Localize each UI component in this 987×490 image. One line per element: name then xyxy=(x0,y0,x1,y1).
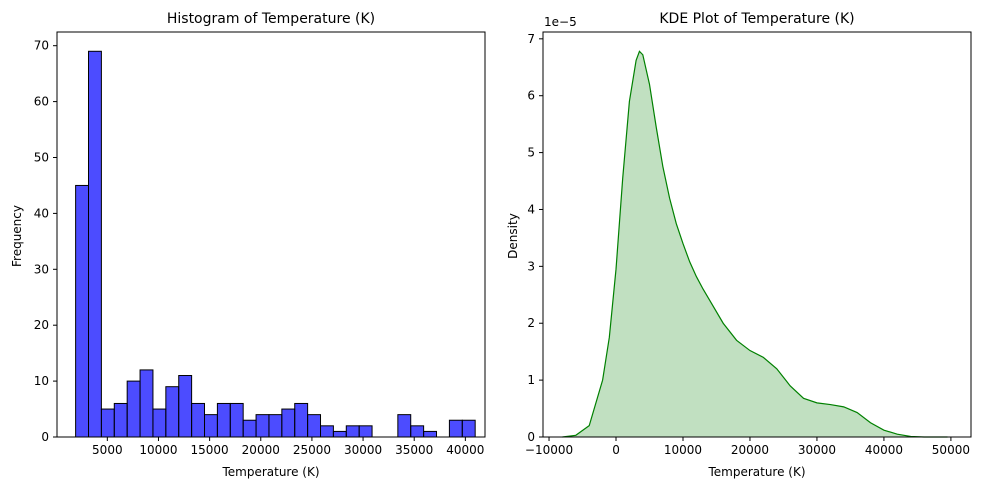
kde-y-offset-label: 1e−5 xyxy=(544,15,577,29)
histogram-x-tick-label: 20000 xyxy=(242,443,280,457)
histogram-bar xyxy=(345,425,360,438)
kde-y-tick-label: 5 xyxy=(527,146,535,160)
histogram-x-tick-label: 15000 xyxy=(191,443,229,457)
histogram-bar xyxy=(242,419,257,438)
histogram-bar xyxy=(191,402,206,438)
kde-y-tick-label: 2 xyxy=(527,316,535,330)
histogram-y-tick-label: 30 xyxy=(34,262,49,276)
histogram-bar xyxy=(75,184,90,438)
kde-y-tick-label: 4 xyxy=(527,202,535,216)
histogram-bar xyxy=(139,369,154,438)
histogram-y-tick-label: 20 xyxy=(34,318,49,332)
kde-y-tick-label: 3 xyxy=(527,259,535,273)
histogram-x-tick-label: 40000 xyxy=(446,443,484,457)
histogram-y-tick-label: 70 xyxy=(34,39,49,53)
histogram-bar xyxy=(397,414,412,438)
histogram-bars xyxy=(75,50,476,438)
histogram-bar xyxy=(332,430,347,438)
histogram-panel: Histogram of Temperature (K) Frequency T… xyxy=(10,11,486,479)
histogram-bar xyxy=(281,408,296,438)
histogram-bar xyxy=(320,425,334,438)
kde-y-tick-label: 0 xyxy=(527,430,535,444)
histogram-bar xyxy=(113,402,128,438)
kde-y-tick-label: 7 xyxy=(527,32,535,46)
histogram-bar xyxy=(410,425,425,438)
histogram-bar xyxy=(152,408,167,438)
histogram-bar xyxy=(165,386,180,438)
histogram-y-label: Frequency xyxy=(10,205,24,267)
histogram-x-tick-label: 10000 xyxy=(139,443,177,457)
histogram-y-tick-label: 40 xyxy=(34,206,49,220)
histogram-bar xyxy=(216,402,231,438)
histogram-bar xyxy=(100,408,115,438)
kde-x-tick-label: 40000 xyxy=(865,443,903,457)
histogram-bar xyxy=(423,430,438,438)
kde-line xyxy=(562,50,948,438)
histogram-bar xyxy=(307,414,322,438)
histogram-bar xyxy=(294,402,309,438)
histogram-bar xyxy=(448,419,463,438)
kde-plot-frame xyxy=(542,31,972,438)
kde-area xyxy=(562,51,948,438)
kde-y-tick-label: 1 xyxy=(527,373,535,387)
histogram-bar xyxy=(255,414,270,438)
histogram-bar xyxy=(229,402,244,438)
histogram-title: Histogram of Temperature (K) xyxy=(167,11,375,27)
histogram-x-tick-label: 25000 xyxy=(293,443,331,457)
kde-x-tick-label: 50000 xyxy=(932,443,970,457)
kde-panel: KDE Plot of Temperature (K) Density Temp… xyxy=(506,11,972,479)
kde-x-tick-label: 30000 xyxy=(798,443,836,457)
kde-x-label: Temperature (K) xyxy=(707,465,805,479)
histogram-bar xyxy=(358,425,373,438)
kde-title: KDE Plot of Temperature (K) xyxy=(659,11,854,27)
histogram-y-tick-label: 10 xyxy=(34,374,49,388)
histogram-bar xyxy=(178,375,193,438)
histogram-x-tick-label: 5000 xyxy=(92,443,123,457)
kde-x-tick-label: −10000 xyxy=(525,443,573,457)
histogram-bar xyxy=(461,419,476,438)
kde-x-tick-label: 0 xyxy=(612,443,620,457)
histogram-ticks: 5000 10000 15000 20000 25000 30000 35000 40000 0… xyxy=(34,39,485,457)
histogram-bar xyxy=(88,50,102,438)
histogram-bar xyxy=(268,414,283,438)
histogram-bar xyxy=(204,414,218,438)
histogram-bar xyxy=(126,380,141,438)
histogram-plot-frame xyxy=(56,31,486,438)
kde-y-tick-label: 6 xyxy=(527,89,535,103)
kde-y-label: Density xyxy=(506,213,520,259)
kde-x-tick-label: 10000 xyxy=(664,443,702,457)
histogram-y-tick-label: 50 xyxy=(34,150,49,164)
histogram-x-label: Temperature (K) xyxy=(221,465,319,479)
histogram-x-tick-label: 30000 xyxy=(344,443,382,457)
kde-curve xyxy=(562,50,948,438)
histogram-y-tick-label: 60 xyxy=(34,95,49,109)
kde-x-tick-label: 20000 xyxy=(731,443,769,457)
histogram-y-tick-label: 0 xyxy=(41,430,49,444)
histogram-x-tick-label: 35000 xyxy=(395,443,433,457)
